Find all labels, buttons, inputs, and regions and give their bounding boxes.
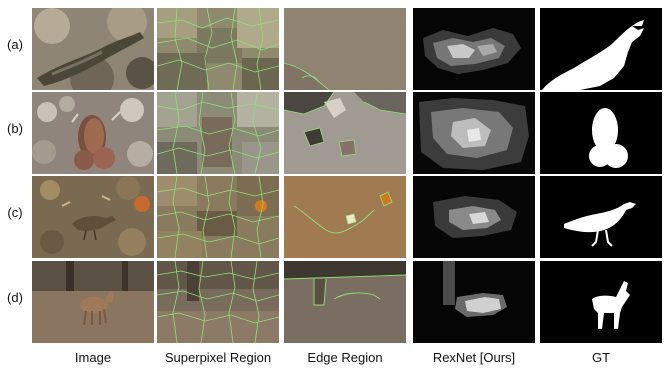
image-a — [32, 8, 154, 90]
image-b — [32, 92, 154, 174]
column-label-superpixel-region: Superpixel Region — [164, 350, 272, 365]
rexnet-a — [413, 8, 535, 90]
row-label-a: (a) — [7, 37, 23, 52]
edge-c — [284, 176, 406, 258]
edge-b — [284, 92, 406, 174]
superpixel-a — [157, 8, 279, 90]
superpixel-c — [157, 176, 279, 258]
column-label-gt: GT — [591, 350, 611, 365]
superpixel-d — [157, 261, 279, 343]
rexnet-d — [413, 261, 535, 343]
image-c — [32, 176, 154, 258]
superpixel-b — [157, 92, 279, 174]
gt-b — [540, 92, 662, 174]
rexnet-b — [413, 92, 535, 174]
image-d — [32, 261, 154, 343]
rexnet-c — [413, 176, 535, 258]
edge-d — [284, 261, 406, 343]
edge-a — [284, 8, 406, 90]
row-label-c: (c) — [7, 205, 23, 220]
row-label-d: (d) — [7, 290, 23, 305]
gt-c — [540, 176, 662, 258]
row-label-b: (b) — [7, 121, 23, 136]
column-label-edge-region: Edge Region — [307, 350, 383, 365]
column-label-rexnet: RexNet [Ours] — [432, 350, 516, 365]
gt-d — [540, 261, 662, 343]
gt-a — [540, 8, 662, 90]
column-label-image: Image — [74, 350, 112, 365]
